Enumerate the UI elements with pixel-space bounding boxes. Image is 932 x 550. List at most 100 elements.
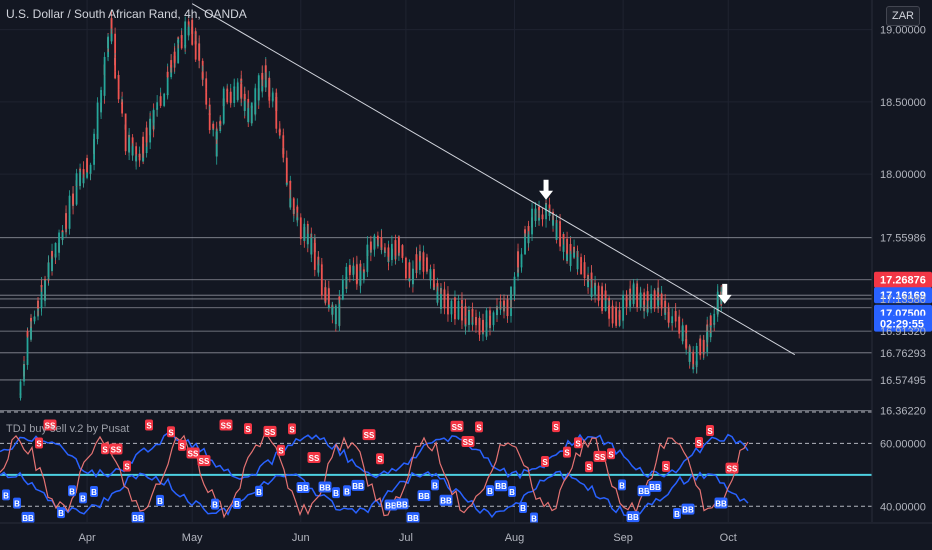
candle-body [310, 237, 313, 255]
candle-body [103, 76, 106, 96]
candle-body [450, 300, 453, 310]
signal-label: B [212, 501, 218, 510]
candle-body [580, 263, 582, 275]
signal-label: S [36, 439, 42, 448]
candle-body [520, 254, 523, 257]
candle-body [615, 306, 618, 326]
candle-body [177, 37, 180, 39]
candle-body [685, 339, 688, 349]
candle-body [618, 315, 621, 320]
candle-body [128, 137, 131, 153]
signal-box [714, 497, 728, 509]
candle-body [699, 338, 702, 355]
signal-box [343, 485, 351, 497]
signal-box [384, 499, 398, 511]
candle-body [471, 322, 474, 325]
sell-signal: S [541, 456, 549, 468]
candle-body [79, 168, 81, 170]
candle-body [26, 331, 29, 337]
signal-box [90, 485, 98, 497]
sell-signal: S [277, 444, 285, 456]
candle-body [341, 290, 344, 294]
signal-label: B [509, 488, 515, 497]
candle-body [334, 305, 337, 325]
candle-body [387, 247, 390, 257]
candle-body [268, 78, 271, 91]
buy-signal: B [530, 512, 538, 524]
candle-body [692, 353, 695, 370]
candle-body [667, 311, 670, 323]
sell-signal: S [706, 425, 714, 437]
signal-label: S [553, 423, 559, 432]
candle-body [688, 352, 691, 362]
candle-body [100, 92, 102, 112]
signal-label: SS [463, 438, 474, 447]
candle-body [671, 316, 674, 323]
signal-box [332, 487, 340, 499]
candle-body [261, 72, 264, 80]
candle-body [278, 129, 281, 136]
candle-body [597, 291, 600, 301]
candle-body [107, 36, 109, 44]
candle-body [292, 208, 295, 210]
candle-body [394, 240, 397, 256]
candle-body [355, 264, 358, 285]
candle-body [338, 296, 341, 317]
signal-label: S [707, 427, 713, 436]
buy-signal: BB [637, 485, 651, 497]
buy-signal: BB [648, 480, 662, 492]
signal-label: BB [649, 483, 661, 492]
price-tag-label: 17.16169 [880, 290, 926, 302]
sell-signal: SS [450, 420, 464, 432]
candle-body [303, 223, 306, 241]
candle-body [114, 33, 117, 44]
time-tick-label: Sep [613, 532, 633, 544]
signal-label: B [3, 491, 9, 500]
signal-box [585, 461, 593, 473]
candle-body [215, 131, 218, 140]
candle-body [247, 108, 250, 123]
candle-body [461, 317, 463, 321]
buy-signal: B [255, 485, 263, 497]
signal-label: B [432, 481, 438, 490]
candle-body [96, 102, 99, 117]
candle-body [271, 92, 274, 94]
signal-box [519, 502, 527, 514]
buy-signal: B [508, 485, 516, 497]
candle-body [320, 292, 323, 296]
signal-box [706, 425, 714, 437]
signal-label: BB [440, 497, 452, 506]
signal-label: S [608, 450, 614, 459]
buy-signal: B [519, 502, 527, 514]
signal-box [43, 419, 57, 431]
candle-body [110, 33, 113, 38]
buy-signal: BB [351, 479, 365, 491]
signal-label: BB [638, 487, 650, 496]
time-tick-label: Jun [292, 532, 310, 544]
candle-body [433, 283, 435, 288]
signal-label: S [663, 463, 669, 472]
candle-body [380, 237, 383, 248]
sell-signal: S [563, 446, 571, 458]
candle-body [352, 266, 355, 274]
sell-signal: SS [109, 443, 123, 455]
currency-button[interactable]: ZAR [886, 6, 920, 26]
candle-body [457, 300, 460, 310]
candle-body [629, 300, 632, 306]
candle-body [152, 109, 155, 123]
buy-signal: B [2, 489, 10, 501]
signal-label: BB [418, 492, 430, 501]
candle-body [219, 121, 222, 124]
candle-body [534, 210, 537, 221]
candle-body [285, 173, 288, 185]
candle-body [415, 254, 418, 271]
signal-label: BB [715, 499, 727, 508]
candle-body [180, 41, 183, 49]
signal-box [296, 481, 310, 493]
candle-body [317, 264, 320, 266]
candle-body [513, 276, 516, 281]
sell-signal: S [145, 419, 153, 431]
signal-box [211, 498, 219, 510]
signal-label: B [234, 500, 240, 509]
